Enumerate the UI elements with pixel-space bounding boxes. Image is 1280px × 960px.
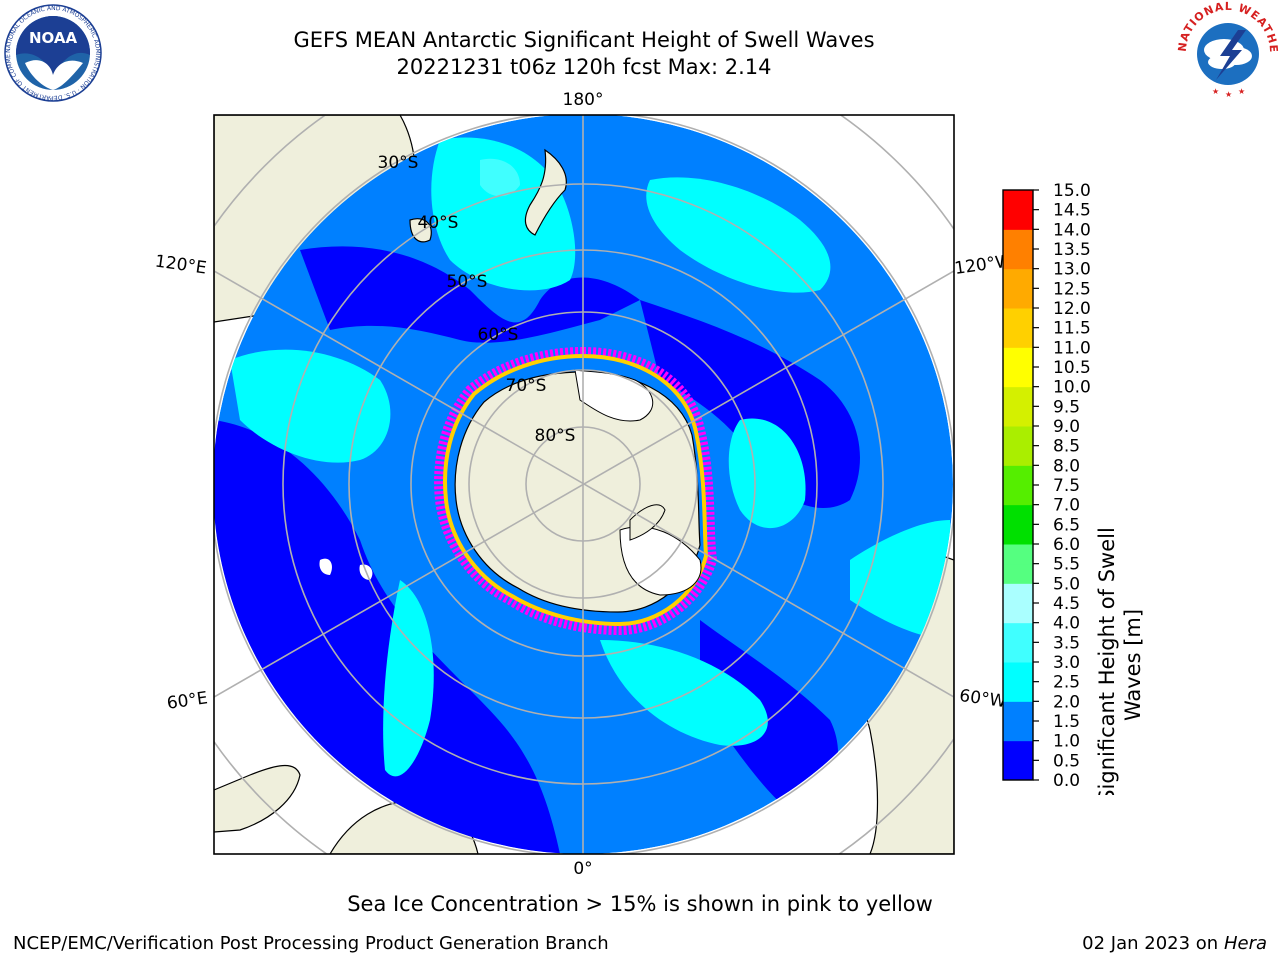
- footer-date-text: 02 Jan 2023 on: [1082, 933, 1224, 954]
- colorbar-tick-label: 13.0: [1053, 260, 1091, 280]
- meridian-lines: [214, 115, 954, 854]
- colorbar-block: [1003, 445, 1033, 466]
- colorbar-block: [1003, 465, 1033, 486]
- colorbar-block: [1003, 209, 1033, 230]
- colorbar-blocks: [1003, 190, 1033, 781]
- colorbar-tick-label: 9.5: [1053, 397, 1080, 417]
- lon-label-0: 0°: [573, 859, 592, 879]
- colorbar-block: [1003, 367, 1033, 388]
- colorbar-tick-label: 11.5: [1053, 319, 1091, 339]
- colorbar-tick-label: 3.5: [1053, 633, 1080, 653]
- svg-text:★: ★: [1212, 87, 1219, 96]
- colorbar-block: [1003, 563, 1033, 584]
- colorbar-tick-label: 12.5: [1053, 279, 1091, 299]
- nws-logo: NATIONAL WEATHER SERVICE ★ ★ ★: [1176, 0, 1279, 100]
- colorbar-label-line1: Significant Height of Swell: [1095, 527, 1119, 795]
- footer-host: Hera: [1223, 933, 1267, 954]
- colorbar-tick-label: 3.0: [1053, 653, 1080, 673]
- footer-branch: NCEP/EMC/Verification Post Processing Pr…: [13, 933, 609, 954]
- colorbar-tick-label: 2.0: [1053, 692, 1080, 712]
- colorbar-tick-label: 0.5: [1053, 751, 1080, 771]
- colorbar-block: [1003, 603, 1033, 624]
- sea-ice-rim: [434, 346, 718, 636]
- madagascar-land: [214, 765, 301, 833]
- lon-label-120e: 120°E: [154, 252, 208, 279]
- colorbar-block: [1003, 249, 1033, 270]
- colorbar-tick-label: 1.5: [1053, 712, 1080, 732]
- colorbar-block: [1003, 662, 1033, 683]
- colorbar-ticks: 0.0 1.0 2.0 3.0 4.0 5.0 6.0 7.0 8.0 9.0 10.0 11.0 12…: [1033, 181, 1091, 791]
- sea-ice-caption: Sea Ice Concentration > 15% is shown in …: [347, 892, 933, 916]
- colorbar-block: [1003, 386, 1033, 407]
- colorbar-tick-label: 6.0: [1053, 535, 1080, 555]
- colorbar-block: [1003, 485, 1033, 506]
- colorbar-block: [1003, 426, 1033, 447]
- colorbar-block: [1003, 288, 1033, 309]
- colorbar-tick-label: 4.5: [1053, 594, 1080, 614]
- colorbar-block: [1003, 347, 1033, 368]
- lat-label-40s: 40°S: [418, 213, 459, 233]
- colorbar-label-line2: Waves [m]: [1121, 609, 1145, 721]
- colorbar-tick-label: 13.5: [1053, 240, 1091, 260]
- colorbar-block: [1003, 622, 1033, 643]
- colorbar-block: [1003, 642, 1033, 663]
- lat-label-70s: 70°S: [506, 376, 547, 396]
- svg-text:★: ★: [1238, 87, 1245, 96]
- colorbar-tick-label: 5.5: [1053, 555, 1080, 575]
- colorbar-block: [1003, 760, 1033, 781]
- new-zealand-land: [524, 148, 567, 236]
- colorbar-tick-label: 8.0: [1053, 456, 1080, 476]
- colorbar-block: [1003, 583, 1033, 604]
- colorbar: 0.0 1.0 2.0 3.0 4.0 5.0 6.0 7.0 8.0 9.0 10.0 11.0 12…: [1002, 181, 1145, 795]
- colorbar-tick-label: 2.5: [1053, 673, 1080, 693]
- colorbar-block: [1003, 721, 1033, 742]
- colorbar-tick-label: 14.0: [1053, 220, 1091, 240]
- lat-label-60s: 60°S: [478, 325, 519, 345]
- colorbar-block: [1003, 229, 1033, 250]
- colorbar-tick-label: 12.0: [1053, 299, 1091, 319]
- sea-ice-edge: [443, 353, 709, 627]
- colorbar-block: [1003, 190, 1033, 211]
- colorbar-block: [1003, 268, 1033, 289]
- colorbar-tick-label: 4.0: [1053, 614, 1080, 634]
- colorbar-block: [1003, 308, 1033, 329]
- noaa-logo: NOAA NATIONAL OCEANIC AND ATMOSPHERIC AD…: [3, 3, 102, 102]
- lat-label-50s: 50°S: [447, 272, 488, 292]
- colorbar-block: [1003, 544, 1033, 565]
- colorbar-tick-label: 11.0: [1053, 338, 1091, 358]
- colorbar-tick-label: 10.0: [1053, 378, 1091, 398]
- chart-subtitle: 20221231 t06z 120h fcst Max: 2.14: [396, 55, 772, 79]
- lon-label-60e: 60°E: [166, 688, 209, 713]
- colorbar-block: [1003, 681, 1033, 702]
- colorbar-tick-label: 10.5: [1053, 358, 1091, 378]
- noaa-logo-text: NOAA: [29, 29, 78, 47]
- colorbar-block: [1003, 327, 1033, 348]
- colorbar-block: [1003, 406, 1033, 427]
- svg-text:★: ★: [1225, 90, 1232, 99]
- colorbar-tick-label: 14.5: [1053, 201, 1091, 221]
- colorbar-tick-label: 8.5: [1053, 437, 1080, 457]
- colorbar-block: [1003, 504, 1033, 525]
- colorbar-block: [1003, 740, 1033, 761]
- lat-label-80s: 80°S: [535, 426, 576, 446]
- colorbar-tick-label: 5.0: [1053, 574, 1080, 594]
- colorbar-tick-label: 9.0: [1053, 417, 1080, 437]
- lon-label-180: 180°: [563, 90, 604, 110]
- colorbar-tick-label: 15.0: [1053, 181, 1091, 201]
- antarctic-peninsula: [629, 504, 666, 541]
- chart-title: GEFS MEAN Antarctic Significant Height o…: [293, 28, 875, 52]
- lat-label-30s: 30°S: [378, 153, 419, 173]
- map-frame: [213, 114, 955, 855]
- kerguelen-islands: [319, 558, 332, 575]
- colorbar-block: [1003, 524, 1033, 545]
- colorbar-block: [1003, 701, 1033, 722]
- colorbar-tick-label: 0.0: [1053, 771, 1080, 791]
- colorbar-tick-label: 1.0: [1053, 732, 1080, 752]
- colorbar-tick-label: 7.0: [1053, 496, 1080, 516]
- footer-date: 02 Jan 2023 on Hera: [1082, 933, 1267, 954]
- colorbar-tick-label: 7.5: [1053, 476, 1080, 496]
- colorbar-tick-label: 6.5: [1053, 515, 1080, 535]
